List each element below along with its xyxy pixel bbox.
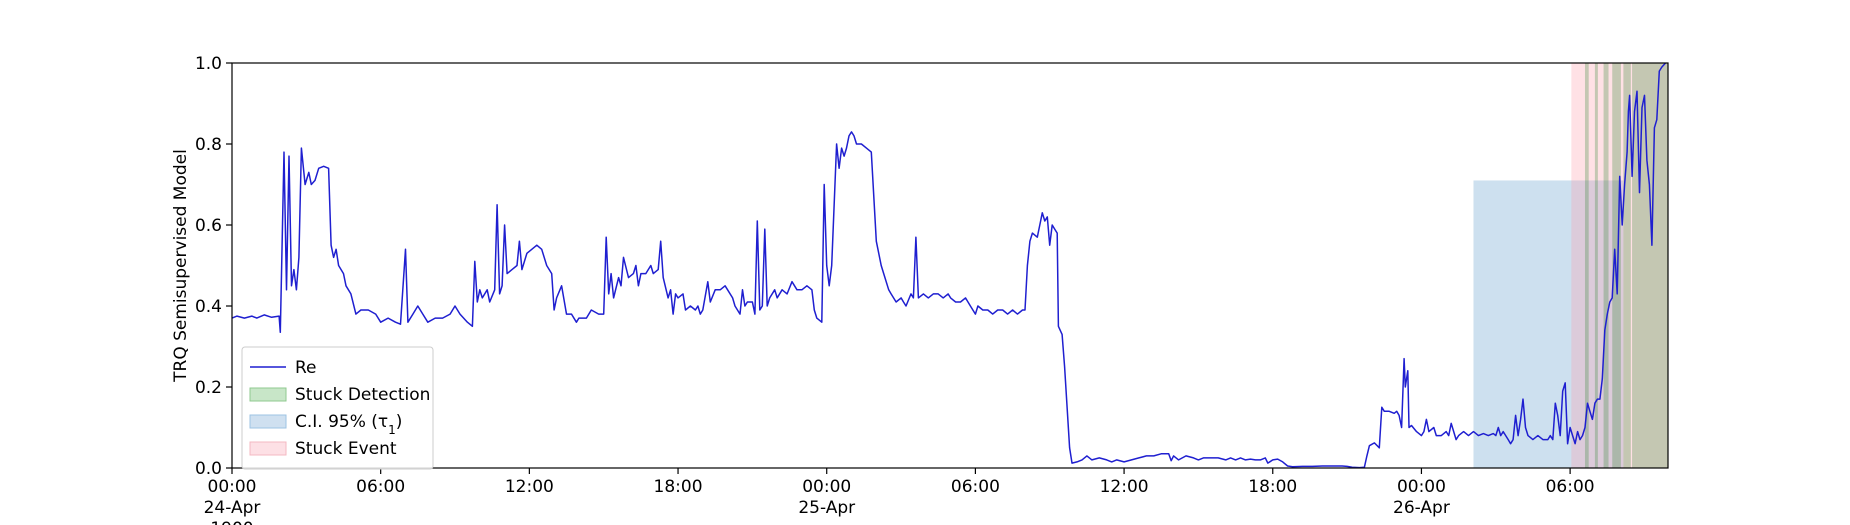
- y-tick-label: 1.0: [195, 54, 222, 74]
- y-tick-label: 0.8: [195, 135, 222, 155]
- plot-frame: [231, 62, 1669, 469]
- x-tick-label: 06:00: [356, 477, 405, 497]
- y-axis-label: TRQ Semisupervised Model: [171, 149, 191, 383]
- x-tick-label: 18:00: [654, 477, 703, 497]
- legend-swatch-c-i-95: [249, 414, 287, 429]
- region-stuck-detection-1: [1594, 63, 1598, 468]
- region-stuck-event-0: [1571, 63, 1668, 468]
- x-tick-label: 12:00: [1100, 477, 1149, 497]
- y-tick-label: 0.4: [195, 297, 222, 317]
- shaded-regions: [1473, 63, 1668, 468]
- y-tick-label: 0.2: [195, 378, 222, 398]
- region-stuck-detection-3: [1612, 63, 1621, 468]
- x-tick-date-label: 26-Apr: [1393, 498, 1450, 518]
- x-tick-date-label: 25-Apr: [798, 498, 855, 518]
- x-tick-label: 06:00: [1546, 477, 1595, 497]
- legend-swatch-stuck-detection: [249, 387, 287, 402]
- x-tick-label: 00:00: [208, 477, 257, 497]
- x-tick-label: 00:00: [802, 477, 851, 497]
- legend-swatch-stuck-event: [249, 441, 287, 456]
- series-group: [231, 62, 1667, 469]
- x-tick-year-label: 1900: [210, 519, 253, 525]
- series-line-re: [231, 62, 1667, 469]
- y-tick-label: 0.0: [195, 459, 222, 479]
- x-axis: 00:0024-Apr190006:0012:0018:0000:0025-Ap…: [204, 468, 1595, 525]
- x-tick-label: 12:00: [505, 477, 554, 497]
- legend-label-re: Re: [295, 358, 317, 378]
- x-tick-date-label: 24-Apr: [204, 498, 261, 518]
- legend-label-stuck-event: Stuck Event: [295, 439, 397, 459]
- region-stuck-detection-4: [1623, 63, 1631, 468]
- legend-box: [241, 346, 434, 470]
- y-tick-label: 0.6: [195, 216, 222, 236]
- region-c-i-95--0: [1473, 180, 1624, 468]
- x-tick-label: 06:00: [951, 477, 1000, 497]
- y-axis: 0.0 0.2 0.4 0.6 0.8 1.0: [195, 54, 232, 479]
- region-stuck-detection-0: [1584, 63, 1589, 468]
- legend-label-stuck-detection: Stuck Detection: [295, 385, 430, 405]
- x-tick-label: 18:00: [1248, 477, 1297, 497]
- x-tick-label: 00:00: [1397, 477, 1446, 497]
- region-stuck-detection-2: [1603, 63, 1609, 468]
